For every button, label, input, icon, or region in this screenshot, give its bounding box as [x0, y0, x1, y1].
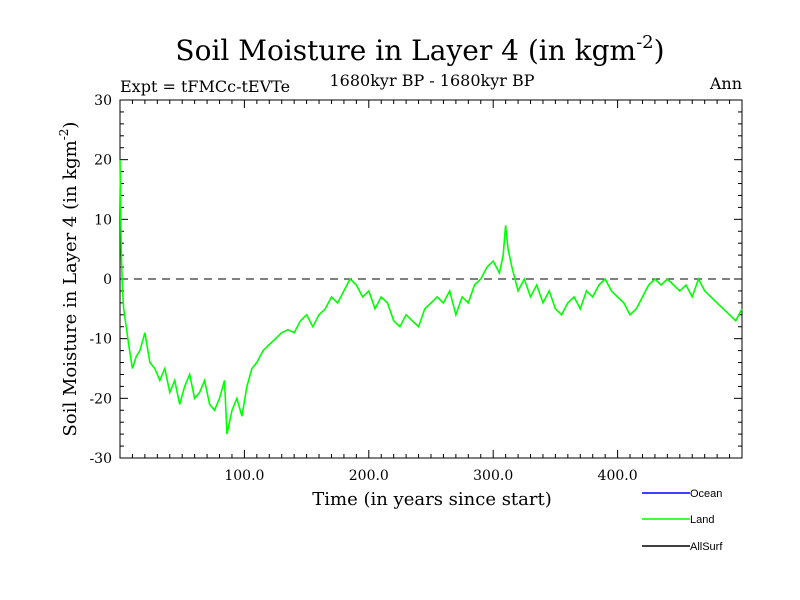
y-tick-label: -10 [89, 332, 112, 348]
x-tick-label: 200.0 [349, 468, 389, 484]
x-tick-label: 300.0 [473, 468, 513, 484]
x-tick-label: 100.0 [224, 468, 264, 484]
legend-label-land: Land [690, 514, 714, 526]
legend-label-allsurf: AllSurf [690, 541, 723, 553]
y-tick-label: 30 [94, 93, 112, 109]
chart-title: Soil Moisture in Layer 4 (in kgm-2) [175, 32, 664, 67]
legend: Ocean Land AllSurf [642, 488, 723, 553]
y-tick-label: -30 [89, 451, 112, 467]
experiment-label: Expt = tFMCc-tEVTe [120, 77, 290, 96]
y-tick-label: 20 [94, 153, 112, 169]
y-axis-label-superscript: -2 [57, 129, 71, 141]
season-label: Ann [709, 74, 742, 93]
y-tick-label: 0 [103, 272, 112, 288]
period-label: 1680kyr BP - 1680kyr BP [330, 71, 535, 90]
y-axis-label: Soil Moisture in Layer 4 (in kgm-2) [57, 122, 81, 437]
y-tick-label: -20 [89, 391, 112, 407]
y-axis-ticks: -30 -20 -10 0 10 20 30 [89, 93, 742, 467]
legend-label-ocean: Ocean [690, 488, 722, 500]
x-axis-label: Time (in years since start) [312, 489, 552, 510]
chart-title-superscript: -2 [636, 32, 654, 53]
x-axis-ticks: 100.0 200.0 300.0 400.0 [224, 100, 638, 484]
land-series-line [119, 159, 743, 435]
y-tick-label: 10 [94, 212, 112, 228]
x-tick-label: 400.0 [598, 468, 638, 484]
